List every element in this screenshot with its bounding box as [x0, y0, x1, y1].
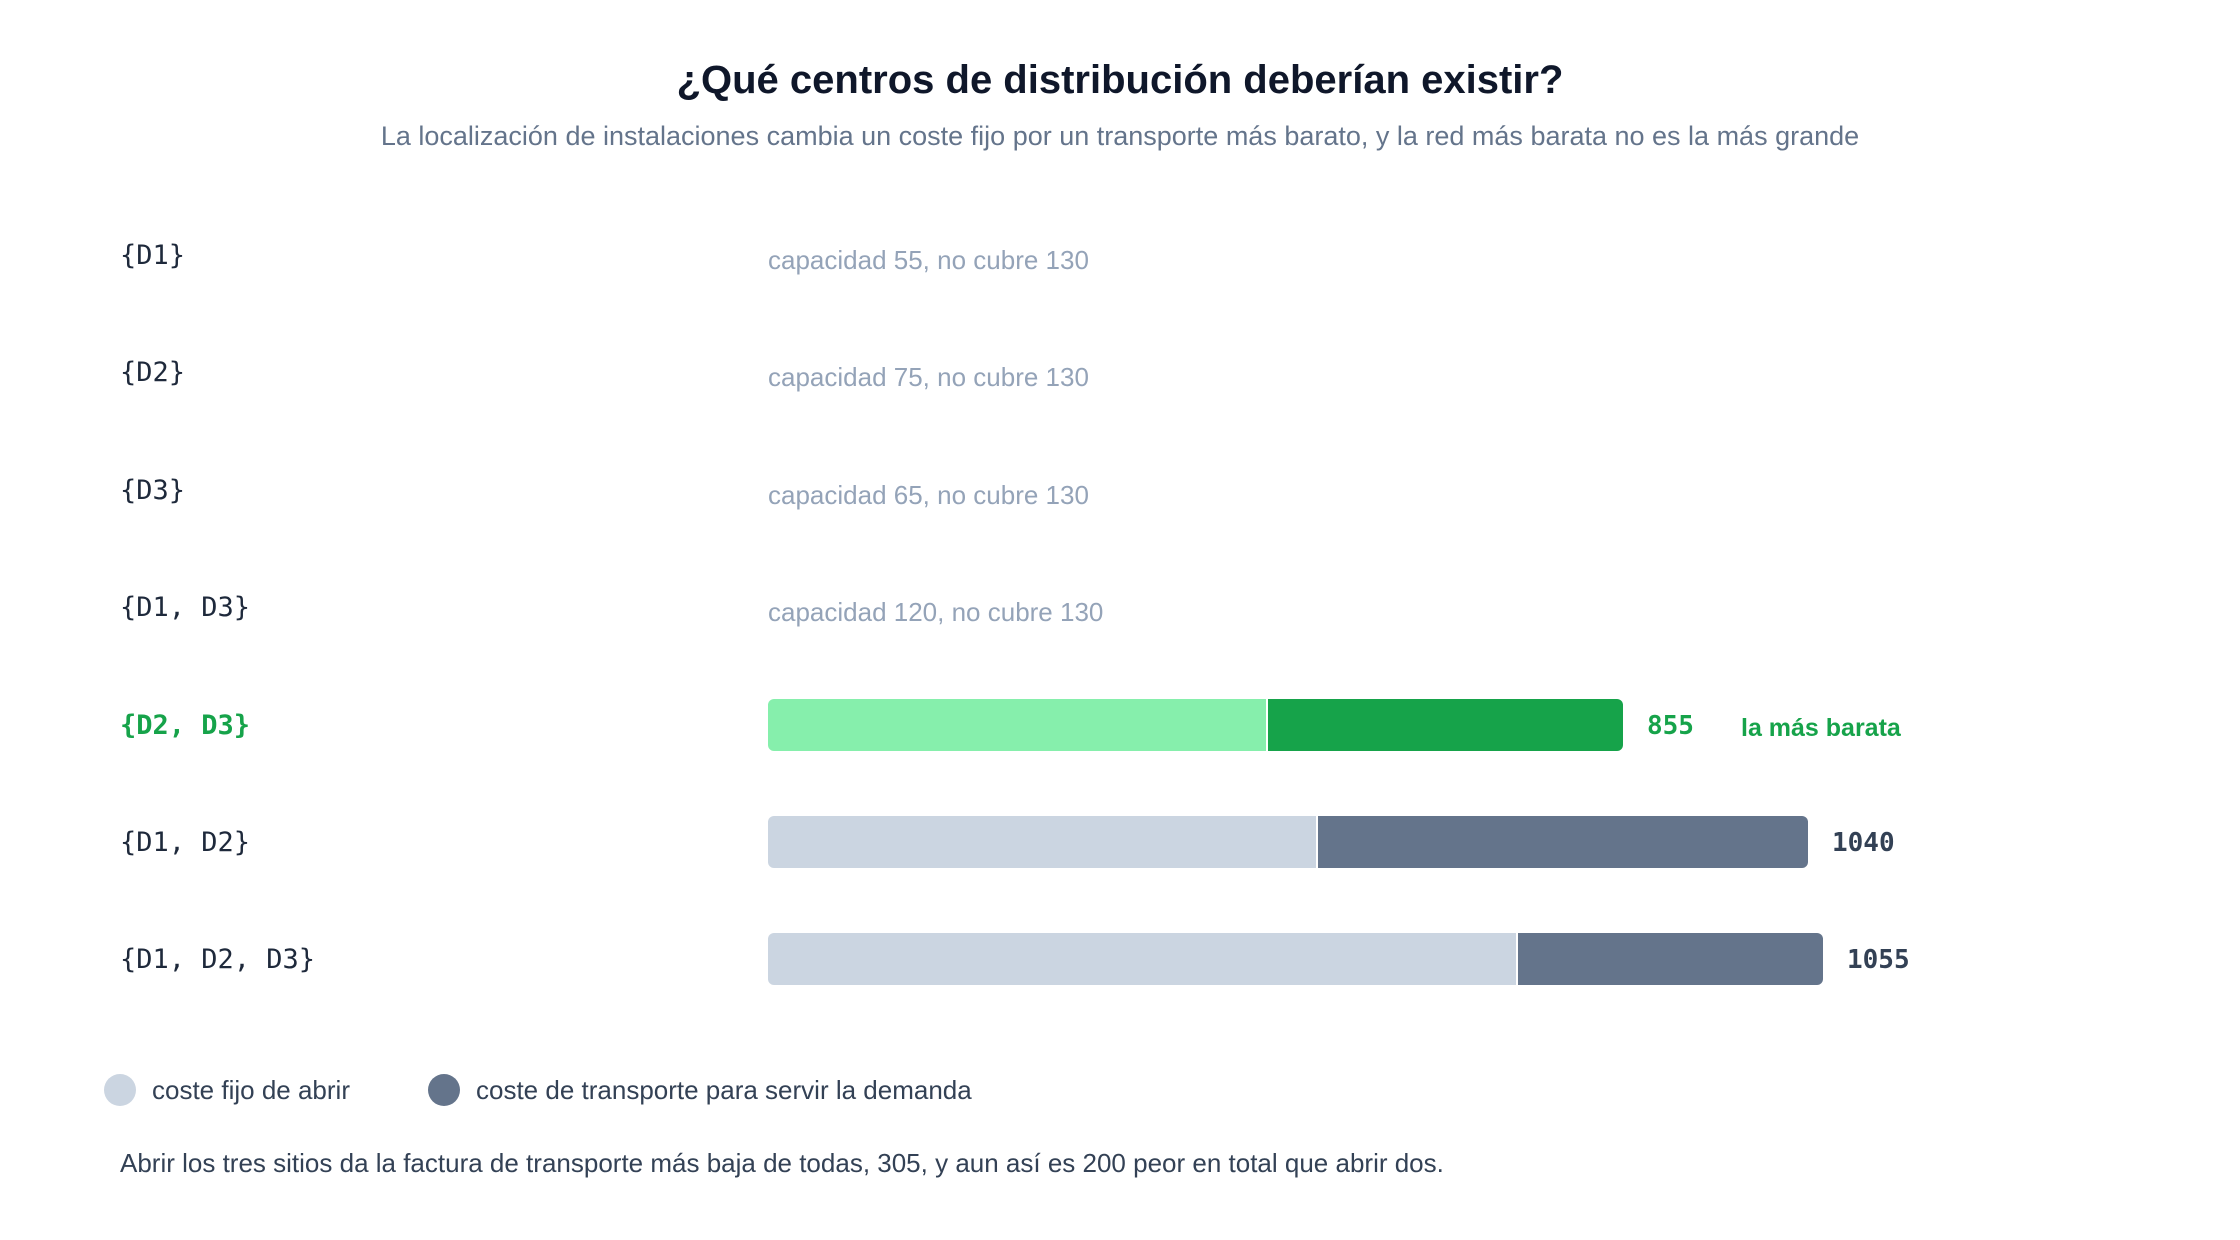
legend-label-transport: coste de transporte para servir la deman… [476, 1074, 972, 1105]
bar-transport-cost [1318, 816, 1808, 868]
footnote: Abrir los tres sitios da la factura de t… [120, 1148, 1444, 1178]
row-label: {D3} [120, 474, 186, 506]
row-label: {D1, D3} [120, 592, 251, 624]
row-label: {D2} [120, 357, 186, 389]
legend-item-fixed: coste fijo de abrir [104, 1074, 350, 1106]
cheapest-badge: la más barata [1741, 713, 1901, 742]
infeasible-note: capacidad 55, no cubre 130 [768, 245, 1089, 275]
row-label: {D2, D3} [120, 709, 251, 741]
infeasible-note: capacidad 75, no cubre 130 [768, 362, 1089, 393]
legend-swatch-transport [428, 1074, 460, 1106]
bar-total-label: 855 [1647, 710, 1694, 741]
infeasible-note: capacidad 120, no cubre 130 [768, 597, 1104, 628]
row-label: {D1, D2, D3} [120, 944, 316, 976]
bar-fixed-cost [768, 816, 1316, 868]
legend-item-transport: coste de transporte para servir la deman… [428, 1074, 972, 1106]
infeasible-note: capacidad 65, no cubre 130 [768, 479, 1089, 510]
bar-fixed-cost [768, 698, 1266, 751]
legend-swatch-fixed [104, 1074, 136, 1106]
row-label: {D1} [120, 240, 186, 271]
bar-fixed-cost [768, 933, 1516, 986]
row-label: {D1, D2} [120, 827, 251, 858]
bar-transport-cost [1518, 933, 1823, 986]
bar-total-label: 1055 [1847, 945, 1910, 976]
chart-title: ¿Qué centros de distribución deberían ex… [676, 58, 1564, 102]
bar-total-label: 1040 [1832, 828, 1895, 858]
bar-transport-cost [1268, 698, 1623, 751]
chart-subtitle: La localización de instalaciones cambia … [380, 121, 1860, 151]
legend-label-fixed: coste fijo de abrir [152, 1074, 350, 1105]
